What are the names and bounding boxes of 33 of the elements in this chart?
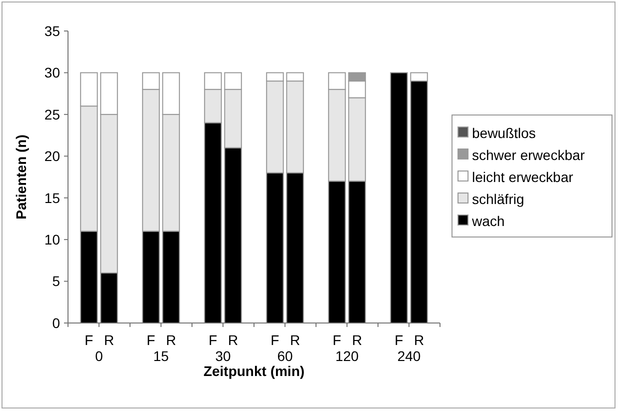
legend-label: schläfrig xyxy=(472,190,524,207)
text: 15 xyxy=(153,348,169,364)
y-tick-label: 10 xyxy=(44,231,60,248)
y-tick-label: 35 xyxy=(44,22,60,39)
y-tick-label: 20 xyxy=(44,148,60,164)
text: 30 xyxy=(215,348,231,364)
legend-label: schwer erweckbar xyxy=(472,146,586,163)
legend-label: bewußtlos xyxy=(472,124,536,141)
y-tick-label: 0 xyxy=(52,314,60,331)
x-tick-label: R xyxy=(414,332,424,348)
legend-label: leicht erweckbar xyxy=(472,168,574,185)
y-tick-label: 15 xyxy=(44,190,60,206)
legend-label: wach xyxy=(471,212,505,229)
text: 240 xyxy=(397,348,421,364)
x-tick-label: F xyxy=(394,332,404,348)
x-tick-label: R xyxy=(290,332,300,348)
y-tick-label: 30 xyxy=(44,64,60,81)
x-tick-label: R xyxy=(352,332,362,348)
x-tick-label: F xyxy=(146,332,156,348)
x-tick-label: F xyxy=(208,332,218,348)
y-axis-title: Patienten (n) xyxy=(13,134,29,220)
x-tick-label: R xyxy=(166,332,176,348)
x-tick-label: F xyxy=(332,332,342,348)
y-tick-label: 5 xyxy=(52,273,60,290)
x-tick-label: R xyxy=(228,332,238,348)
text: 0 xyxy=(95,348,104,364)
x-tick-label: F xyxy=(270,332,280,348)
x-tick-label: F xyxy=(84,332,94,348)
y-tick-label: 25 xyxy=(44,106,60,122)
text: 120 xyxy=(335,348,359,364)
x-tick-label: R xyxy=(104,332,114,348)
text: 60 xyxy=(277,348,293,364)
x-axis-title: Zeitpunkt (min) xyxy=(203,363,305,379)
